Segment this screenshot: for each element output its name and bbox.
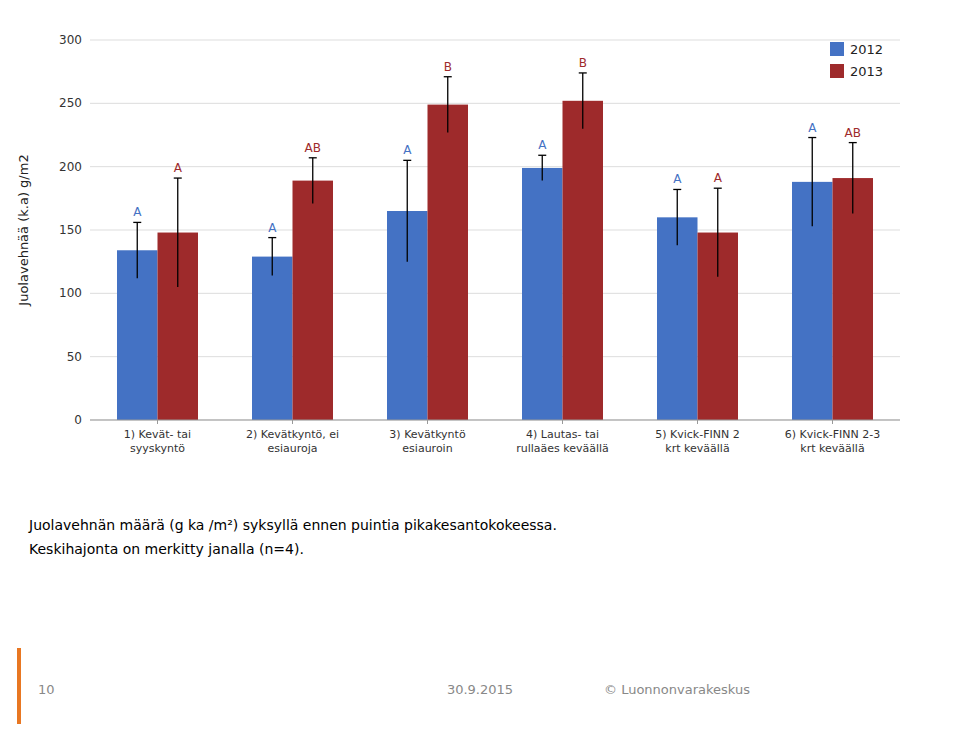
error-cap (538, 155, 546, 156)
x-tick-label-line: krt keväällä (665, 442, 729, 455)
footnote: Juolavehnän määrä (g ka /m²) syksyllä en… (28, 517, 557, 533)
x-tick-label: 4) Lautas- tairullaäes keväällä (516, 428, 609, 455)
x-tick-label-line: krt keväällä (800, 442, 864, 455)
error-bar (852, 143, 853, 214)
bar (563, 101, 604, 420)
x-tick-label-line: 2) Kevätkyntö, ei (246, 428, 339, 441)
y-tick-label: 100 (59, 286, 82, 300)
error-bar (677, 189, 678, 245)
error-bar (407, 160, 408, 261)
y-tick-label: 0 (74, 413, 82, 427)
error-bar (812, 138, 813, 227)
legend-swatch (830, 42, 844, 56)
error-cap (673, 189, 681, 190)
error-cap (174, 177, 182, 178)
y-tick-label: 250 (59, 96, 82, 110)
x-tick-label-line: 3) Kevätkyntö (389, 428, 466, 441)
x-tick-label-line: esiauroja (267, 442, 317, 455)
bar (252, 257, 293, 420)
legend-label: 2012 (850, 42, 883, 57)
error-bar (717, 188, 718, 277)
legend-label: 2013 (850, 64, 883, 79)
bar (428, 105, 469, 420)
significance-label: A (174, 161, 183, 175)
significance-label: B (444, 60, 452, 74)
bar (522, 168, 563, 420)
significance-label: A (714, 171, 723, 185)
error-cap (444, 76, 452, 77)
x-tick (832, 420, 833, 424)
footer-text: 10 (38, 682, 55, 697)
x-tick (562, 420, 563, 424)
significance-label: A (808, 121, 817, 135)
significance-label: A (673, 172, 682, 186)
grid-line (90, 166, 900, 167)
x-tick-label-line: syyskyntö (130, 442, 185, 455)
error-cap (579, 72, 587, 73)
x-tick-label-line: 6) Kvick-FINN 2-3 (785, 428, 880, 441)
x-tick-label: 2) Kevätkyntö, eiesiauroja (246, 428, 339, 455)
x-axis-line (90, 420, 900, 421)
plot-marks (117, 73, 873, 420)
bar (833, 178, 874, 420)
significance-label: A (403, 143, 412, 157)
significance-label: A (538, 138, 547, 152)
grid-line (90, 420, 900, 421)
error-bar (447, 77, 448, 133)
x-tick-label-line: 4) Lautas- tai (526, 428, 599, 441)
error-cap (309, 157, 317, 158)
significance-label: AB (305, 141, 321, 155)
y-tick-label: 300 (59, 33, 82, 47)
x-tick (697, 420, 698, 424)
x-tick-label-line: rullaäes keväällä (516, 442, 609, 455)
chart: 0 50 100 150 200 250 300 Juolavehnää (k.a) g/m2… (0, 0, 959, 731)
significance-label: A (268, 221, 277, 235)
x-tick-label: 5) Kvick-FINN 2krt keväällä (655, 428, 739, 455)
footer-accent (17, 648, 21, 724)
y-tick-label: 200 (59, 160, 82, 174)
footer-text: © Luonnonvarakeskus (604, 682, 750, 697)
error-cap (714, 188, 722, 189)
error-cap (808, 137, 816, 138)
error-bar (312, 158, 313, 204)
legend-swatch (830, 64, 844, 78)
footnote: Keskihajonta on merkitty janalla (n=4). (29, 541, 304, 557)
error-bar (272, 238, 273, 276)
significance-label: A (133, 205, 142, 219)
error-bar (542, 155, 543, 180)
x-tick (427, 420, 428, 424)
error-cap (268, 237, 276, 238)
x-tick-label: 3) Kevätkyntöesiauroin (389, 428, 466, 455)
x-tick (157, 420, 158, 424)
x-tick-label-line: 5) Kvick-FINN 2 (655, 428, 739, 441)
footer-text: 30.9.2015 (447, 682, 513, 697)
y-tick-label: 150 (59, 223, 82, 237)
grid-line (90, 40, 900, 41)
y-tick-label: 50 (67, 350, 82, 364)
significance-label: AB (845, 126, 861, 140)
grid-line (90, 293, 900, 294)
error-bar (177, 178, 178, 287)
y-axis-label: Juolavehnää (k.a) g/m2 (16, 154, 31, 306)
error-cap (403, 160, 411, 161)
grid-line (90, 230, 900, 231)
error-cap (133, 222, 141, 223)
bar (293, 181, 334, 420)
error-bar (582, 73, 583, 129)
x-tick-label-line: esiauroin (402, 442, 452, 455)
x-tick-label: 1) Kevät- taisyyskyntö (124, 428, 191, 455)
x-tick-label-line: 1) Kevät- tai (124, 428, 191, 441)
grid-line (90, 356, 900, 357)
x-tick-label: 6) Kvick-FINN 2-3krt keväällä (785, 428, 880, 455)
bar (657, 217, 698, 420)
error-bar (137, 222, 138, 278)
significance-label: B (579, 56, 587, 70)
grid-line (90, 103, 900, 104)
error-cap (849, 142, 857, 143)
x-tick (292, 420, 293, 424)
